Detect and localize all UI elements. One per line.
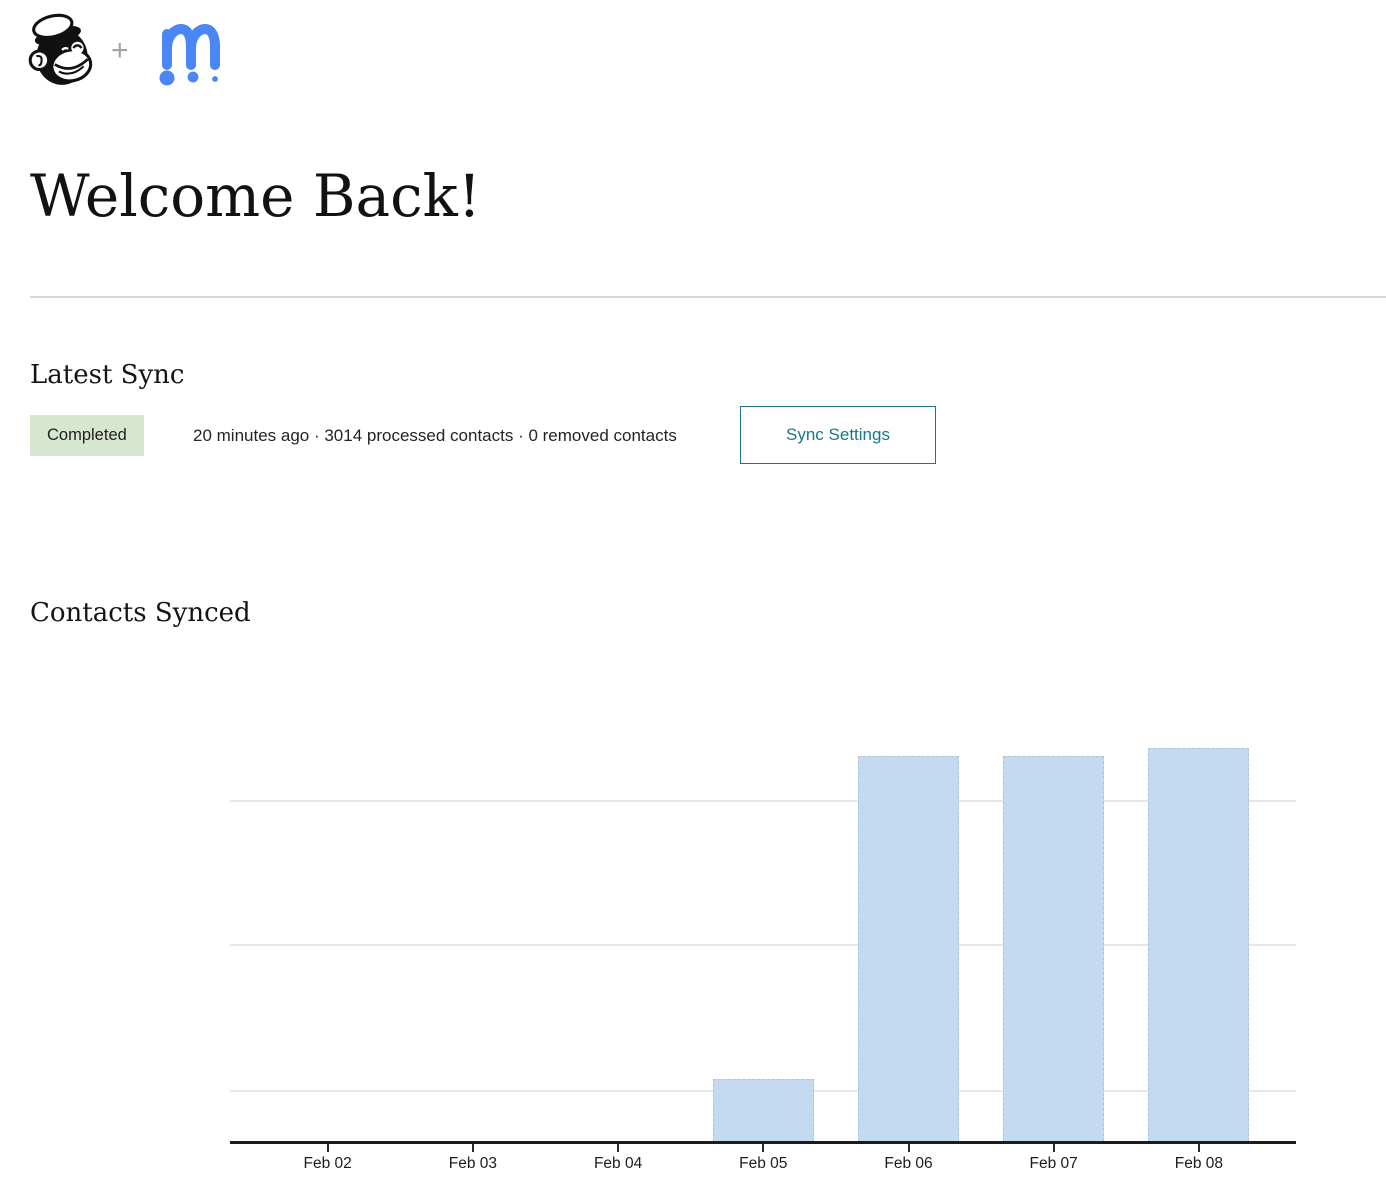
x-tick-label: Feb 03: [448, 1155, 498, 1172]
latest-sync-heading: Latest Sync: [30, 360, 185, 390]
header: +: [0, 0, 1386, 110]
x-tick-mark: [471, 1144, 474, 1152]
x-tick-mark: [326, 1144, 329, 1152]
x-tick-mark: [762, 1144, 765, 1152]
plus-separator: +: [111, 34, 129, 67]
chart-gridline: [230, 800, 1296, 802]
mailchimp-logo-icon: [28, 13, 93, 85]
sync-settings-button[interactable]: Sync Settings: [740, 406, 936, 464]
chart-plot-area: [230, 691, 1296, 1144]
bar-feb-07[interactable]: [1003, 756, 1105, 1141]
chart-gridline: [230, 944, 1296, 946]
partner-m-logo-icon: [159, 23, 220, 86]
x-tick-label: Feb 07: [1029, 1155, 1078, 1172]
divider: [30, 296, 1386, 298]
x-tick-mark: [617, 1144, 620, 1152]
page-title: Welcome Back!: [30, 162, 482, 230]
sync-status-badge: Completed: [30, 415, 144, 456]
x-tick-label: Feb 04: [593, 1155, 643, 1172]
x-tick-mark: [907, 1144, 910, 1152]
x-tick-mark: [1197, 1144, 1200, 1152]
contacts-synced-heading: Contacts Synced: [30, 598, 251, 628]
x-tick-label: Feb 08: [1174, 1155, 1224, 1172]
chart-x-axis: Feb 02 Feb 03 Feb 04 Feb 05 Feb 06 Feb 07 Feb …: [230, 1144, 1296, 1184]
x-tick-label: Feb 02: [303, 1155, 352, 1172]
x-tick-mark: [1052, 1144, 1055, 1152]
bar-feb-05[interactable]: [712, 1079, 814, 1141]
sync-summary-text: 20 minutes ago · 3014 processed contacts…: [193, 426, 677, 445]
bar-feb-06[interactable]: [858, 756, 959, 1141]
x-tick-label: Feb 06: [884, 1155, 933, 1172]
x-tick-label: Feb 05: [739, 1155, 788, 1172]
bar-feb-08[interactable]: [1148, 748, 1250, 1141]
